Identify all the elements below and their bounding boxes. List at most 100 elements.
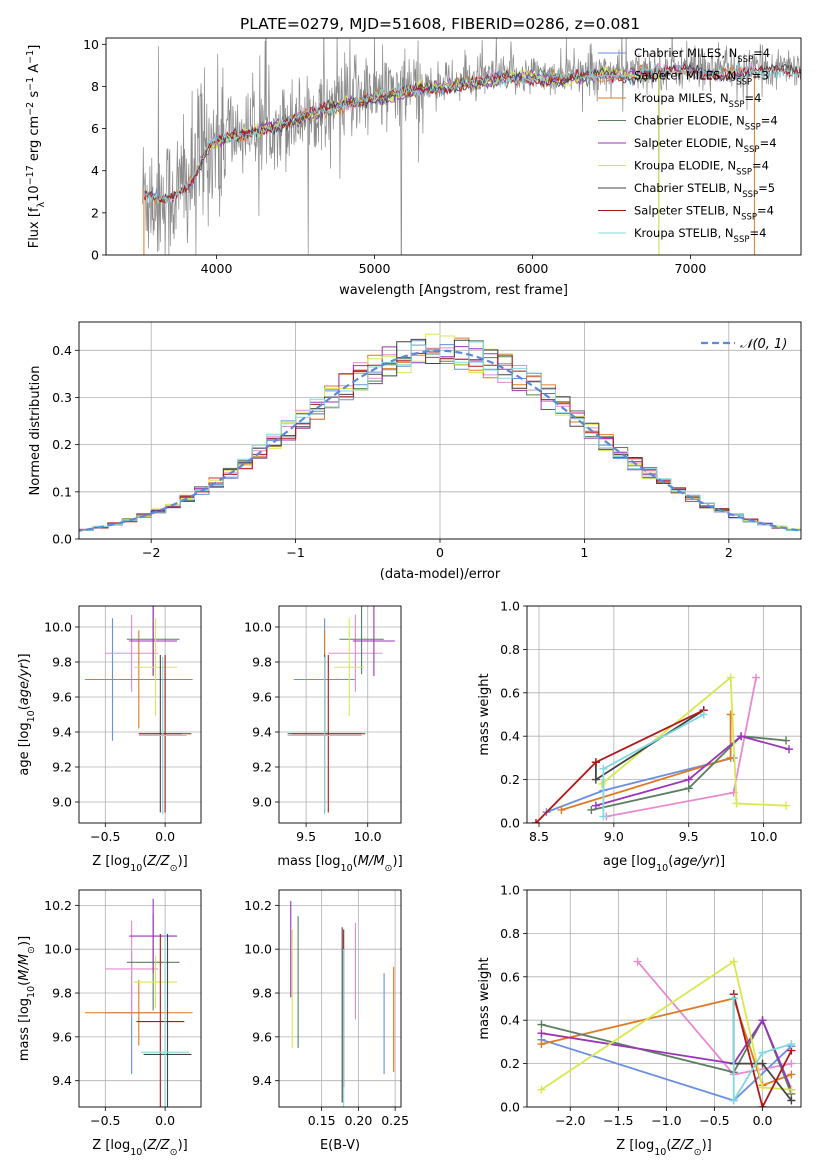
- x-axis-label: mass [log10(M/M⊙)]: [277, 854, 402, 874]
- series-chabrier_stelib-marker: [758, 1059, 767, 1068]
- axes-frame: [105, 37, 802, 256]
- panel-7: −2.0 −1.5 −1.0 −0.5 0.0 0.0 0.2 0.4 0.6 0.8 1.0 Z […: [477, 883, 802, 1158]
- x-tick-label: 4000: [201, 261, 233, 276]
- x-tick-label: −0.5: [699, 1113, 729, 1128]
- series-kroupa_miles-marker: [537, 1040, 546, 1049]
- series-kroupa_miles-marker: [726, 710, 735, 719]
- label-part: M/M: [17, 954, 32, 981]
- y-axis-label: Normed distribution: [28, 366, 43, 496]
- label-part: ⊙: [170, 1147, 178, 1158]
- x-axis-label: (data-model)/error: [380, 567, 501, 582]
- series-salpeter_miles-marker: [633, 957, 642, 966]
- legend-entry: Salpeter MILES, NSSP=3: [634, 69, 769, 88]
- series-kroupa_stelib-marker: [699, 710, 708, 719]
- x-axis-label: Z [log10(Z/Z⊙)]: [616, 1138, 711, 1158]
- y-axis-label: mass [log10(M/M⊙)]: [17, 936, 37, 1061]
- legend-suffix: =4: [749, 226, 766, 240]
- y-tick-label: 0.2: [500, 1056, 520, 1071]
- label-part: 10: [654, 1147, 666, 1158]
- x-tick-label: 0: [436, 545, 444, 560]
- y-tick-label: 10.0: [44, 620, 72, 635]
- series-kroupa_elodie-marker: [787, 1085, 796, 1094]
- series-kroupa_stelib-line: [732, 998, 792, 1104]
- x-tick-label: −1.0: [651, 1113, 681, 1128]
- y-tick-label: 0.0: [52, 532, 72, 547]
- plot-area: [290, 900, 395, 1107]
- x-tick-label: 0.0: [155, 1113, 175, 1128]
- x-tick-label: −2.0: [555, 1113, 585, 1128]
- plot-area: [84, 898, 193, 1107]
- y-tick-label: 9.0: [52, 795, 72, 810]
- legend-suffix: =4: [744, 91, 761, 105]
- x-axis-label: wavelength [Angstrom, rest frame]: [339, 283, 568, 298]
- series-salpeter_miles-marker: [752, 673, 761, 682]
- series-kroupa_elodie-line: [601, 675, 787, 807]
- panel-2: −0.5 0.09.09.29.49.69.810.0Z [log10(Z/Z⊙)…: [17, 605, 202, 874]
- axes-frame: [78, 889, 202, 1108]
- y-tick-label: 2: [91, 205, 99, 220]
- y-tick-label: 9.2: [252, 760, 272, 775]
- plot-area: [287, 606, 395, 815]
- label-part: (: [353, 854, 358, 869]
- series-salpeter_elodie-line: [595, 735, 790, 807]
- series-kroupa_elodie-marker: [597, 779, 606, 788]
- y-tick-label: 0.0: [500, 816, 520, 831]
- label-part: ⊙: [694, 1147, 702, 1158]
- label-part: λ: [36, 201, 47, 207]
- y-tick-label: 10.2: [244, 898, 272, 913]
- label-part: E(B-V): [320, 1138, 360, 1153]
- legend-entry: Salpeter ELODIE, NSSP=4: [634, 136, 777, 155]
- legend-entry: Kroupa STELIB, NSSP=4: [634, 226, 766, 245]
- x-tick-label: 0.0: [155, 829, 175, 844]
- label-part: 10: [26, 986, 37, 998]
- legend-suffix: =3: [752, 69, 769, 83]
- plot-area: [84, 606, 193, 815]
- y-tick-label: 9.4: [252, 725, 272, 740]
- x-tick-label: −2: [142, 545, 160, 560]
- legend-sub: SSP: [744, 145, 760, 155]
- series-kroupa_elodie-marker: [782, 801, 791, 810]
- series-chabrier_elodie-marker: [684, 784, 693, 793]
- label-part: Z [log: [92, 854, 130, 869]
- label-part: )]: [178, 854, 188, 869]
- legend-text: Chabrier ELODIE, N: [634, 114, 745, 128]
- x-tick-label: 1: [580, 545, 588, 560]
- y-tick-label: 9.6: [52, 1029, 72, 1044]
- label-part: (: [666, 1138, 671, 1153]
- x-tick-label: 2: [725, 545, 733, 560]
- legend-suffix: =4: [757, 204, 774, 218]
- legend-sub: SSP: [745, 123, 761, 133]
- y-tick-label: 9.8: [252, 986, 272, 1001]
- series-kroupa_elodie-marker: [726, 673, 735, 682]
- axes-frame: [526, 889, 802, 1108]
- label-part: 10: [130, 863, 142, 874]
- label-part: ]: [27, 45, 42, 50]
- y-tick-label: 10.0: [44, 942, 72, 957]
- panel-6: 0.15 0.20 0.25 9.4 9.6 9.8 10.0 10.2 E(B-V): [244, 889, 409, 1153]
- series-kroupa_elodie-line: [540, 960, 792, 1091]
- label-part: s: [27, 91, 42, 102]
- grid: [79, 890, 201, 1107]
- y-tick-label: 1.0: [500, 599, 520, 614]
- legend-entry: Chabrier MILES, NSSP=4: [634, 46, 770, 65]
- series-salpeter_elodie-marker: [758, 1016, 767, 1025]
- label-part: Z [log: [616, 1138, 654, 1153]
- figure-title: PLATE=0279, MJD=51608, FIBERID=0286, z=0…: [240, 15, 640, 33]
- label-part: erg cm: [27, 116, 42, 165]
- y-tick-label: 0.4: [500, 1013, 520, 1028]
- model-salpeter_stelib-line: [143, 63, 801, 204]
- series-kroupa_stelib-marker: [729, 994, 738, 1003]
- label-part: mass [log: [277, 854, 340, 869]
- legend-suffix: =4: [760, 136, 777, 150]
- x-tick-label: −1: [286, 545, 304, 560]
- series-kroupa_miles-marker: [787, 1070, 796, 1079]
- y-tick-label: 9.4: [52, 1073, 72, 1088]
- grid: [279, 890, 401, 1107]
- y-tick-label: 0.4: [500, 729, 520, 744]
- y-axis-label: mass weight: [477, 957, 492, 1039]
- series-salpeter_elodie-marker: [684, 775, 693, 784]
- legend-entry: Chabrier ELODIE, NSSP=4: [634, 114, 778, 133]
- series-kroupa_elodie-marker: [537, 1085, 546, 1094]
- series-kroupa_stelib-marker: [758, 1048, 767, 1057]
